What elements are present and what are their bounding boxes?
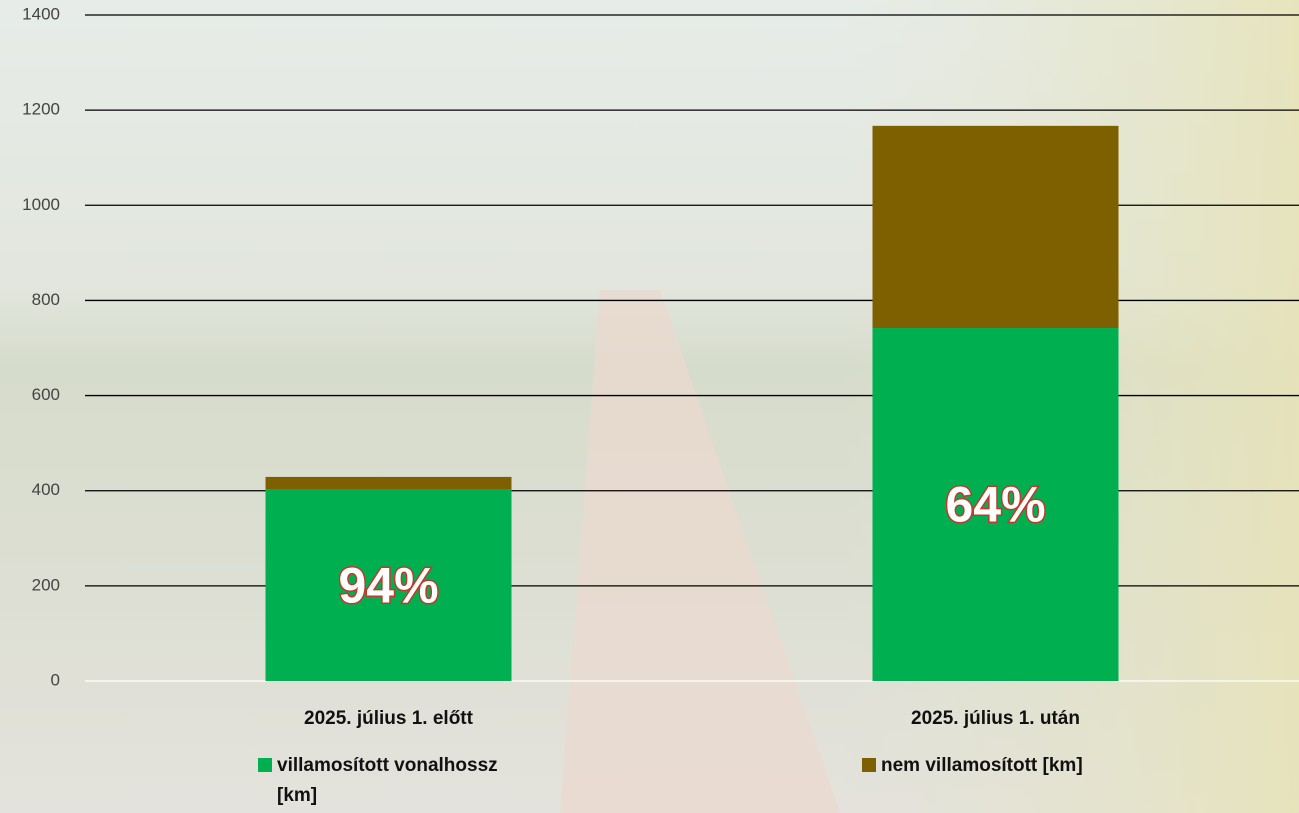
legend-swatch: [862, 758, 876, 772]
percent-label: 64%: [945, 477, 1045, 533]
x-tick-label: 2025. július 1. előtt: [304, 708, 474, 729]
percent-label: 94%: [338, 558, 438, 614]
y-tick-label: 600: [32, 385, 60, 404]
y-tick-label: 1200: [22, 100, 60, 119]
y-tick-label: 1400: [22, 4, 60, 23]
y-tick-label: 800: [32, 290, 60, 309]
bar-segment: [266, 477, 512, 490]
y-tick-label: 400: [32, 480, 60, 499]
y-tick-label: 1000: [22, 195, 60, 214]
y-tick-label: 200: [32, 575, 60, 594]
x-tick-label: 2025. július 1. után: [911, 708, 1080, 729]
y-tick-label: 0: [51, 670, 60, 689]
chart: 0 200 400 600 800 1000 1200 1400 94% 2025. július…: [0, 0, 1299, 813]
legend-swatch: [258, 758, 272, 772]
legend-label: nem villamosított [km]: [881, 755, 1083, 776]
bar-segment: [873, 126, 1119, 328]
